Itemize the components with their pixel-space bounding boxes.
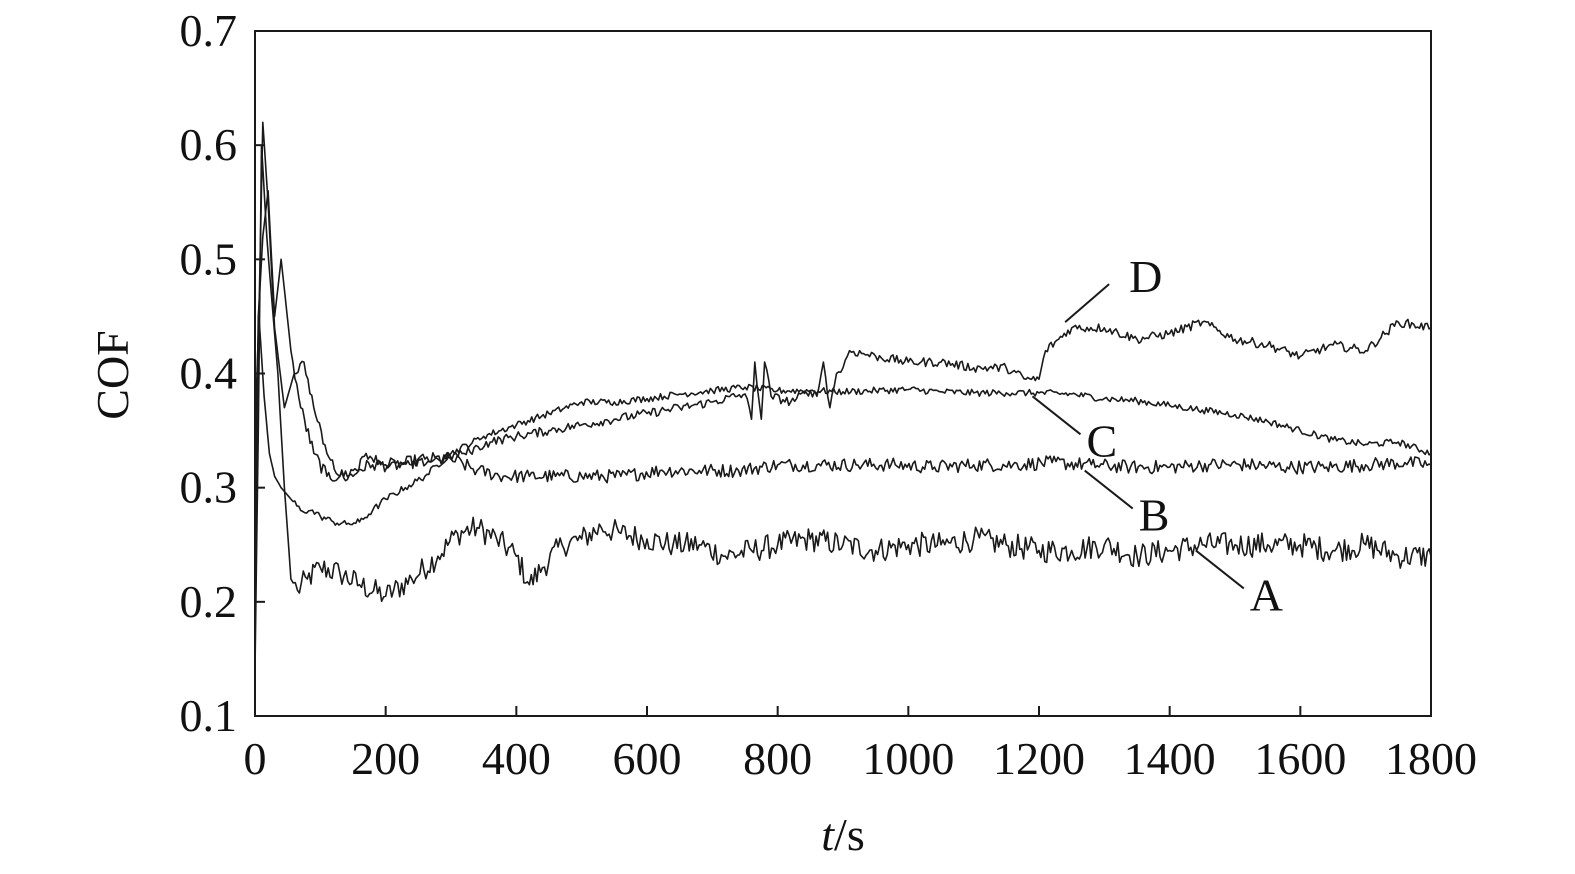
y-tick-label: 0.5 bbox=[180, 233, 238, 284]
series-label-a: A bbox=[1250, 569, 1283, 620]
x-tick-label: 0 bbox=[244, 733, 267, 784]
series-leader-d bbox=[1064, 283, 1110, 323]
x-tick-label: 800 bbox=[743, 733, 812, 784]
series-label-b: B bbox=[1139, 490, 1170, 541]
x-tick-label: 400 bbox=[482, 733, 551, 784]
x-tick-label: 1800 bbox=[1385, 733, 1477, 784]
y-axis-label: COF bbox=[87, 330, 138, 419]
series-label-layer: A BC D bbox=[1031, 251, 1283, 620]
x-tick-label: 200 bbox=[351, 733, 420, 784]
x-tick-label: 1000 bbox=[862, 733, 954, 784]
x-axis-label: t/s bbox=[821, 809, 864, 860]
x-axis-label-unit: /s bbox=[834, 809, 865, 860]
series-label-c: C bbox=[1086, 415, 1117, 466]
series-line-c bbox=[254, 315, 1432, 526]
series-line-a bbox=[254, 144, 1432, 671]
y-axis-ticks: 0.1 0.2 0.3 0.4 0.5 0.6 0.7 bbox=[180, 5, 265, 741]
series-layer bbox=[254, 121, 1432, 671]
y-tick-label: 0.1 bbox=[180, 690, 238, 741]
series-label-d: D bbox=[1129, 251, 1162, 302]
x-axis-label-variable: t bbox=[821, 809, 835, 860]
x-tick-label: 1200 bbox=[993, 733, 1085, 784]
x-axis-ticks: 0 200 400 600 800 1000 1200 1400 1600 1800 bbox=[244, 706, 1477, 784]
series-line-b bbox=[254, 190, 1432, 545]
y-tick-label: 0.4 bbox=[180, 348, 238, 399]
y-tick-label: 0.7 bbox=[180, 5, 238, 56]
series-line-d bbox=[254, 121, 1432, 580]
series-leader-a bbox=[1195, 549, 1245, 590]
x-tick-label: 1600 bbox=[1254, 733, 1346, 784]
y-tick-label: 0.2 bbox=[180, 576, 238, 627]
y-tick-label: 0.3 bbox=[180, 462, 238, 513]
y-tick-label: 0.6 bbox=[180, 119, 238, 170]
series-leader-c bbox=[1031, 395, 1082, 436]
x-tick-label: 600 bbox=[613, 733, 682, 784]
series-leader-b bbox=[1084, 469, 1134, 510]
x-tick-label: 1400 bbox=[1124, 733, 1216, 784]
